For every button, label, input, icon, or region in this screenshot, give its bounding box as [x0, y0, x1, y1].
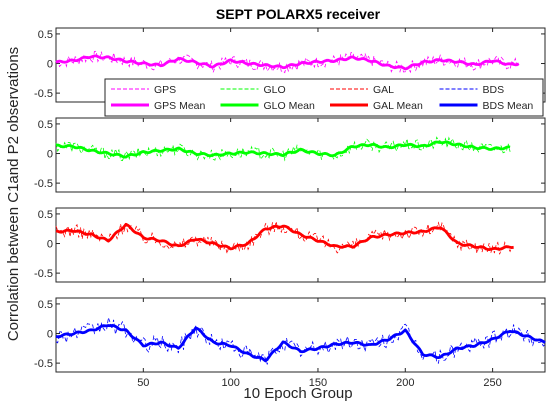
y-tick-label: 0.5	[38, 119, 53, 131]
y-tick-label: 0.5	[38, 209, 53, 221]
legend: GPS GLO GAL BDS GPS Mean GLO Mean GAL Mean BDS …	[104, 78, 544, 117]
x-tick-label: 200	[396, 377, 414, 389]
gal-mean-line	[55, 222, 514, 252]
x-tick-label: 100	[221, 377, 239, 389]
panel-gal: 0.5 0 -0.5	[34, 207, 546, 283]
y-tick-label: 0	[47, 239, 53, 251]
y-tick-label: 0	[47, 59, 53, 71]
glo-series-line	[55, 136, 511, 162]
panels-layer: 0.5 0 -0.5 0.5 0 -0.5 0.5 0 -0.5 0.5 0 -0.5 50 100 150…	[34, 27, 546, 389]
y-axis-label: Corrolation between C1and P2 observation…	[5, 47, 22, 341]
y-tick-label: -0.5	[34, 178, 53, 190]
gps-mean-line	[55, 54, 520, 71]
y-tick-label: 0	[47, 149, 53, 161]
legend-item-gps-mean: GPS Mean	[111, 100, 206, 112]
y-tick-label: -0.5	[34, 268, 53, 280]
x-tick-label: 150	[309, 377, 327, 389]
x-tick-label: 250	[483, 377, 501, 389]
panel-glo: 0.5 0 -0.5	[34, 117, 546, 193]
gps-series-line	[55, 50, 520, 74]
y-tick-label: 0	[47, 329, 53, 341]
y-tick-label: -0.5	[34, 88, 53, 100]
legend-label: GPS	[154, 84, 176, 96]
y-tick-label: 0.5	[38, 299, 53, 311]
legend-box	[104, 78, 544, 117]
legend-item-bds-mean: BDS Mean	[439, 100, 534, 112]
legend-label: GAL	[373, 84, 394, 96]
bds-mean-line	[55, 324, 546, 363]
legend-item-bds: BDS	[439, 84, 505, 96]
legend-item-gps: GPS	[111, 84, 176, 96]
legend-item-glo: GLO	[220, 84, 286, 96]
panel-bds: 0.5 0 -0.5 50 100 150 200 250	[34, 297, 546, 389]
plot-area	[55, 297, 546, 373]
y-tick-label: 0.5	[38, 29, 53, 41]
legend-label: BDS	[483, 84, 505, 96]
chart-title: SEPT POLARX5 receiver	[216, 6, 381, 22]
legend-label: GPS Mean	[154, 100, 206, 112]
legend-label: BDS Mean	[483, 100, 534, 112]
legend-item-glo-mean: GLO Mean	[220, 100, 316, 112]
legend-label: GLO	[264, 84, 286, 96]
x-axis-label: 10 Epoch Group	[243, 385, 352, 402]
x-tick-label: 50	[137, 377, 149, 389]
legend-item-gal: GAL	[330, 84, 394, 96]
legend-item-gal-mean: GAL Mean	[330, 100, 423, 112]
glo-mean-line	[55, 140, 511, 159]
legend-label: GLO Mean	[264, 100, 316, 112]
y-tick-label: -0.5	[34, 358, 53, 370]
legend-label: GAL Mean	[373, 100, 423, 112]
